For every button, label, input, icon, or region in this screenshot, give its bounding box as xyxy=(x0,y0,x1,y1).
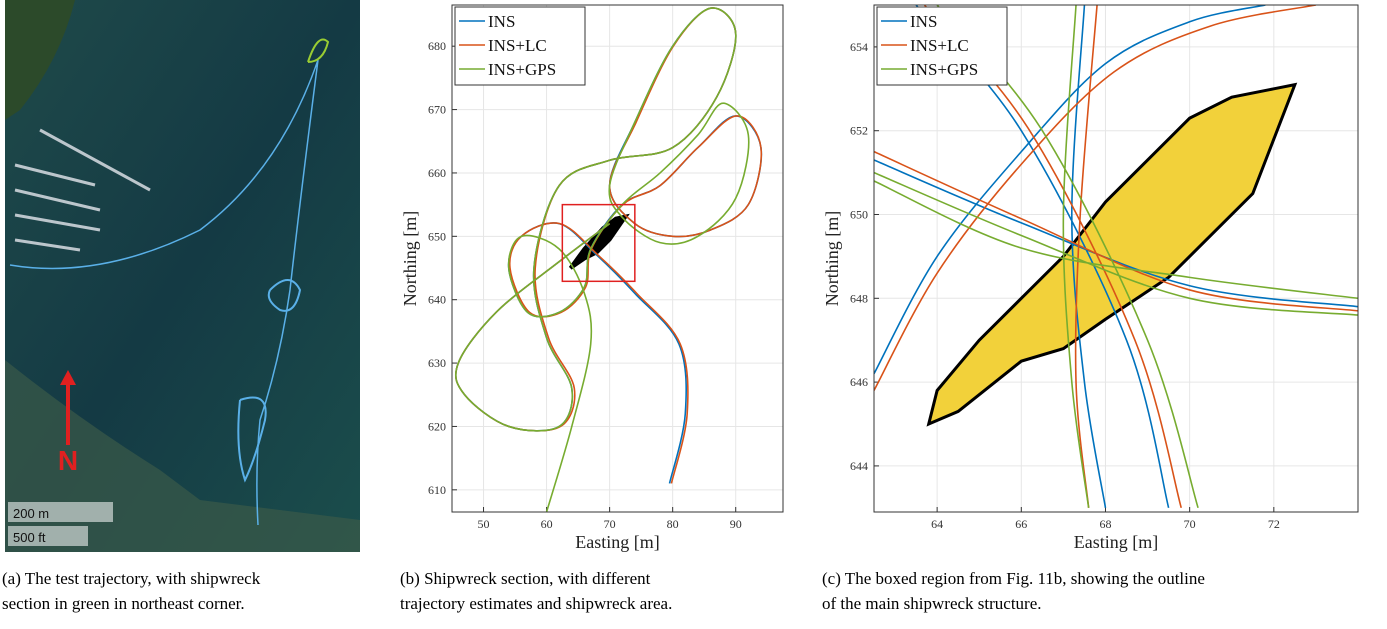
x-tick-label: 90 xyxy=(730,517,742,531)
y-tick-label: 654 xyxy=(850,40,868,54)
x-tick-label: 70 xyxy=(1184,517,1196,531)
caption: section in green in northeast corner. xyxy=(2,594,245,613)
caption: of the main shipwreck structure. xyxy=(822,594,1042,613)
y-tick-label: 670 xyxy=(428,103,446,117)
x-tick-label: 70 xyxy=(604,517,616,531)
plot-area xyxy=(452,5,783,512)
y-tick-label: 650 xyxy=(850,208,868,222)
y-tick-label: 680 xyxy=(428,39,446,53)
y-tick-label: 650 xyxy=(428,229,446,243)
x-tick-label: 64 xyxy=(931,517,943,531)
caption: (a) The test trajectory, with shipwreck xyxy=(2,569,261,588)
legend-label: INS+LC xyxy=(488,36,547,55)
docks xyxy=(14,128,151,252)
caption: (c) The boxed region from Fig. 11b, show… xyxy=(822,569,1205,588)
series-line xyxy=(874,5,1358,509)
caption: trajectory estimates and shipwreck area. xyxy=(400,594,672,613)
y-tick-label: 648 xyxy=(850,291,868,305)
legend-label: INS xyxy=(488,12,515,31)
chart: 50 60 70 80 90 610 620 630 640 650 660 670 680 Eastin… xyxy=(400,4,784,552)
scale-label: 200 m xyxy=(13,506,49,521)
satellite-panel: N 200 m 500 ft xyxy=(5,0,360,552)
y-axis-label: Northing [m] xyxy=(400,211,420,306)
plot-frame xyxy=(451,4,784,513)
y-tick-label: 630 xyxy=(428,356,446,370)
series-line xyxy=(454,7,750,512)
y-tick-label: 640 xyxy=(428,293,446,307)
legend-box xyxy=(454,6,586,86)
series-line xyxy=(874,5,1358,509)
y-tick-label: 620 xyxy=(428,419,446,433)
y-tick-label: 652 xyxy=(850,124,868,138)
y-tick-label: 610 xyxy=(428,483,446,497)
x-axis-label: Easting [m] xyxy=(575,532,659,552)
x-tick-label: 68 xyxy=(1099,517,1111,531)
plot-frame xyxy=(873,4,1359,513)
scale-box xyxy=(8,502,113,522)
chart: 64 66 68 70 72 644 646 648 650 652 654 Easting [m] N… xyxy=(822,4,1359,552)
scale-label: 500 ft xyxy=(13,530,46,545)
legend-label: INS+GPS xyxy=(910,60,978,79)
shipwreck-outline xyxy=(926,82,1298,427)
legend-label: INS+LC xyxy=(910,36,969,55)
plot-content xyxy=(874,5,1358,509)
y-tick-label: 646 xyxy=(850,375,868,389)
x-tick-label: 50 xyxy=(478,517,490,531)
x-axis-label: Easting [m] xyxy=(1074,532,1158,552)
y-tick-label: 660 xyxy=(428,166,446,180)
scale-box xyxy=(8,526,88,546)
x-tick-label: 66 xyxy=(1015,517,1027,531)
y-axis-label: Northing [m] xyxy=(822,211,842,306)
shipwreck-track xyxy=(307,38,330,63)
trajectory-loops xyxy=(237,279,302,483)
shore xyxy=(5,0,75,120)
legend-label: INS+GPS xyxy=(488,60,556,79)
y-tick-label: 644 xyxy=(850,459,868,473)
x-tick-label: 80 xyxy=(667,517,679,531)
legend-label: INS xyxy=(910,12,937,31)
x-tick-label: 72 xyxy=(1268,517,1280,531)
x-tick-label: 60 xyxy=(541,517,553,531)
trajectory xyxy=(9,59,319,526)
legend-box xyxy=(876,6,1008,86)
zoom-box xyxy=(561,203,636,283)
north-label: N xyxy=(58,445,78,476)
caption: (b) Shipwreck section, with different xyxy=(400,569,651,588)
plot-content xyxy=(454,7,763,512)
north-arrowhead xyxy=(60,370,76,385)
